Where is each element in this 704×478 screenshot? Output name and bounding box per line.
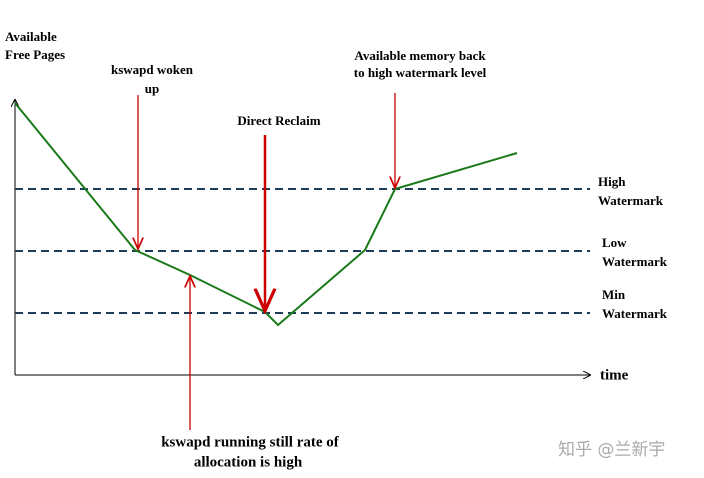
annotation: allocation is high (194, 454, 303, 470)
annotation: kswapd woken (111, 62, 194, 77)
free-pages-line (14, 102, 518, 327)
x-label: time (600, 367, 629, 383)
annotation: to high watermark level (354, 65, 487, 80)
level-label: Watermark (602, 254, 668, 269)
level-label: Low (602, 235, 627, 250)
level-label: Min (602, 287, 626, 302)
y-label: Free Pages (5, 47, 65, 62)
annotation: Available memory back (354, 48, 486, 63)
level-label: Watermark (602, 306, 668, 321)
y-label: Available (5, 29, 57, 44)
annotation: Direct Reclaim (237, 113, 320, 128)
level-label: Watermark (598, 193, 664, 208)
annotation: kswapd running still rate of (161, 434, 340, 450)
level-label: High (598, 174, 626, 189)
annotation: up (145, 81, 159, 96)
watermark: 知乎 @兰新宇 (558, 440, 665, 460)
